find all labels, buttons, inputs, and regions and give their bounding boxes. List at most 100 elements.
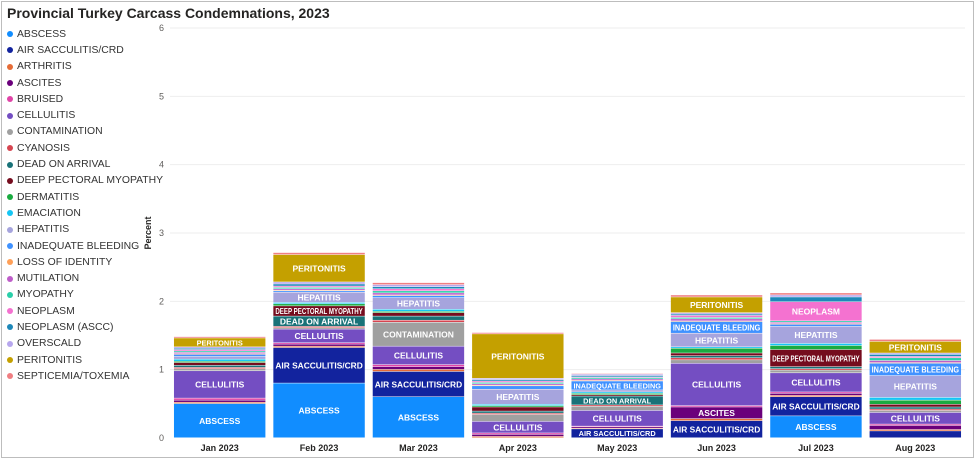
bar-segment <box>670 312 763 314</box>
bar-segment <box>273 306 365 316</box>
legend-dot-icon <box>7 96 13 103</box>
legend-item[interactable]: HEPATITIS <box>7 222 157 238</box>
legend-label: NEOPLASM <box>17 305 75 317</box>
bar-segment-label: HEPATITIS <box>397 299 440 309</box>
bar-segment-label: HEPATITIS <box>695 335 738 345</box>
bar-segment-label: AIR SACCULITIS/CRD <box>772 402 859 412</box>
legend-label: BRUISED <box>17 93 64 105</box>
legend-item[interactable]: ABSCESS <box>7 26 157 42</box>
legend-dot-icon <box>7 80 13 87</box>
bar-segment-label: PERITONITIS <box>197 338 243 347</box>
legend-label: CONTAMINATION <box>17 126 103 138</box>
legend-label: DERMATITIS <box>17 191 80 203</box>
bar-segment <box>173 338 266 347</box>
bar-segment <box>472 404 564 406</box>
bar-segment <box>571 396 663 405</box>
bar-segment <box>670 297 763 313</box>
bar-segment <box>372 366 465 370</box>
bar-segment <box>372 295 465 298</box>
legend-item[interactable]: PERITONITIS <box>7 352 157 368</box>
bar-segment <box>571 374 663 376</box>
legend-item[interactable]: NEOPLASM (ASCC) <box>7 319 157 335</box>
chart-title: Provincial Turkey Carcass Condemnations,… <box>7 5 330 21</box>
bar-segment-label: CELLULITIS <box>493 422 542 432</box>
bar-segment <box>273 343 365 344</box>
bar-segment-label: DEEP PECTORAL MYOPATHY <box>275 306 363 316</box>
bar-segment <box>472 405 564 407</box>
legend-item[interactable]: MYOPATHY <box>7 287 157 303</box>
bar-segment <box>670 405 763 407</box>
bar-segment <box>273 284 365 286</box>
bar-segment-label: HEPATITIS <box>496 392 539 402</box>
legend-label: CYANOSIS <box>17 142 70 154</box>
legend-dot-icon <box>7 145 13 152</box>
bar-segment <box>472 421 564 433</box>
bar-segment-label: NEOPLASM <box>792 307 840 317</box>
bar-segment <box>869 407 962 409</box>
bar-segment <box>273 326 365 328</box>
legend-item[interactable]: EMACIATION <box>7 205 157 221</box>
bar-segment <box>472 386 564 389</box>
bar-segment-label: DEAD ON ARRIVAL <box>583 396 652 405</box>
legend-item[interactable]: CELLULITIS <box>7 107 157 123</box>
bar-segment <box>770 302 862 321</box>
legend-item[interactable]: LOSS OF IDENTITY <box>7 254 157 270</box>
y-tick-label: 5 <box>159 91 164 101</box>
bar-segment <box>173 368 266 371</box>
legend-item[interactable]: OVERSCALD <box>7 336 157 352</box>
legend-item[interactable]: DEEP PECTORAL MYOPATHY <box>7 173 163 189</box>
bar-segment <box>571 392 663 394</box>
bar-segment <box>670 358 763 360</box>
bar-segment <box>372 297 465 310</box>
bar-segment <box>173 336 266 338</box>
bar-segment <box>173 402 266 404</box>
bar-segment-label: CELLULITIS <box>394 351 443 361</box>
legend-dot-icon <box>7 275 13 282</box>
legend-item[interactable]: BRUISED <box>7 91 157 107</box>
legend-item[interactable]: NEOPLASM <box>7 303 157 319</box>
bar-segment <box>770 322 862 324</box>
bar-segment <box>273 347 365 383</box>
bar-segment <box>770 416 862 438</box>
legend-item[interactable]: MUTILATION <box>7 270 157 286</box>
bar-segment-label: CELLULITIS <box>692 380 741 390</box>
legend-dot-icon <box>7 177 13 184</box>
bar-segment <box>670 333 763 347</box>
bar-segment <box>173 359 266 361</box>
bar-segment-label: DEAD ON ARRIVAL <box>280 316 358 326</box>
bar-segment <box>472 378 564 380</box>
bar-segment <box>372 284 465 287</box>
legend-item[interactable]: CONTAMINATION <box>7 124 157 140</box>
legend-item[interactable]: DEAD ON ARRIVAL <box>7 156 157 172</box>
bar-segment <box>869 397 962 400</box>
legend-label: DEEP PECTORAL MYOPATHY <box>17 175 164 187</box>
bar-segment-label: HEPATITIS <box>894 382 937 392</box>
legend-item[interactable]: ARTHRITIS <box>7 59 157 75</box>
bar-segment <box>472 436 564 438</box>
bar-segment <box>273 304 365 306</box>
legend-item[interactable]: AIR SACCULITIS/CRD <box>7 42 157 58</box>
legend-item[interactable]: SEPTICEMIA/TOXEMIA <box>7 368 157 384</box>
legend-item[interactable]: ASCITES <box>7 75 157 91</box>
bar-segment-label: ABSCESS <box>199 416 240 426</box>
x-tick-label: Jan 2023 <box>201 443 239 453</box>
bar-segment <box>273 291 365 292</box>
bar-segment <box>173 354 266 357</box>
legend-item[interactable]: CYANOSIS <box>7 140 157 156</box>
bar-segment <box>670 347 763 348</box>
bar-segment <box>173 348 266 350</box>
legend-item[interactable]: DERMATITIS <box>7 189 157 205</box>
bar-segment <box>670 353 763 356</box>
legend-label: ARTHRITIS <box>17 61 72 73</box>
bar-segment-label: HEPATITIS <box>297 293 340 303</box>
legend-label: DEAD ON ARRIVAL <box>17 159 111 171</box>
legend-item[interactable]: INADEQUATE BLEEDING <box>7 238 157 254</box>
bar-segment <box>571 381 663 390</box>
bar-segment <box>670 321 763 333</box>
legend-dot-icon <box>7 31 13 38</box>
bar-segment <box>670 363 763 406</box>
x-tick-label: Aug 2023 <box>895 443 935 453</box>
bar-segment <box>472 434 564 437</box>
bar-segment <box>770 393 862 396</box>
legend-dot-icon <box>7 112 13 119</box>
